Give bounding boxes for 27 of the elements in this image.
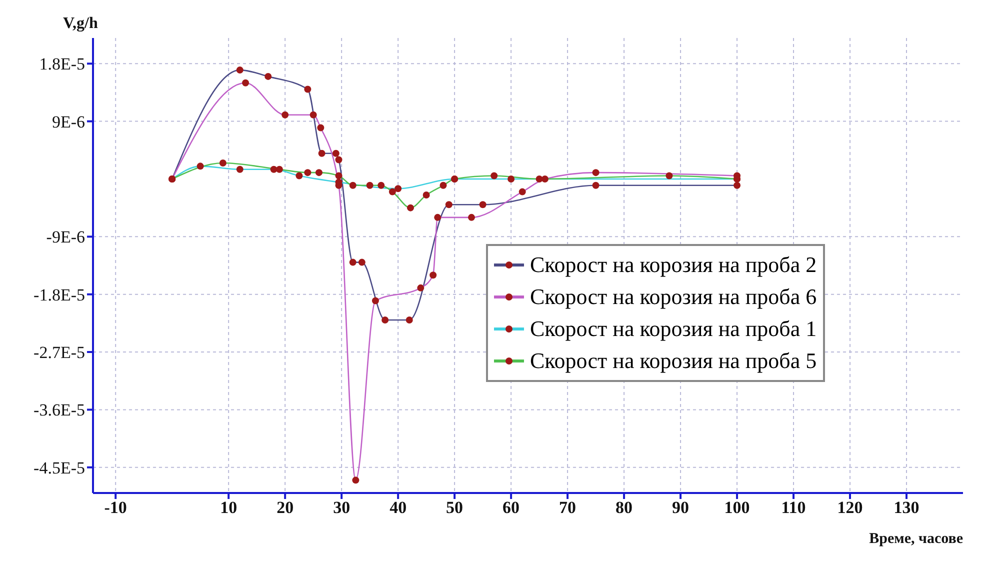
y-tick-label: 1.8E-5 [39, 54, 85, 74]
x-tick-label: 110 [781, 498, 806, 518]
x-tick-label: 60 [502, 498, 520, 518]
y-tick-label: -3.6E-5 [34, 400, 85, 420]
x-tick-label: 30 [333, 498, 350, 518]
legend-label: Скорост на корозия на проба 6 [530, 283, 817, 311]
y-tick-label: 9E-6 [52, 112, 85, 132]
y-tick-label: -9E-6 [46, 228, 85, 247]
legend-label: Скорост на корозия на проба 2 [530, 251, 817, 279]
x-tick-label: -10 [104, 498, 127, 518]
y-tick-label: -2.7E-5 [34, 343, 85, 362]
x-tick-label: 50 [446, 498, 464, 518]
x-tick-label: 40 [390, 498, 407, 518]
x-tick-label: 80 [616, 498, 633, 518]
y-axis-title: V,g/h [63, 15, 98, 32]
x-tick-label: 20 [276, 498, 294, 518]
y-tick-label: -4.5E-5 [34, 458, 85, 478]
legend-label: Скорост на корозия на проба 5 [530, 347, 817, 375]
legend-label: Скорост на корозия на проба 1 [530, 315, 817, 343]
x-tick-label: 70 [559, 498, 576, 518]
x-tick-label: 90 [672, 498, 690, 518]
x-axis-title: Време, часове [869, 531, 964, 547]
y-tick-label: -1.8E-5 [34, 285, 85, 304]
x-tick-label: 130 [894, 498, 920, 518]
x-tick-label: 120 [837, 498, 863, 518]
x-tick-label: 10 [220, 498, 238, 518]
x-tick-label: 100 [724, 498, 750, 518]
